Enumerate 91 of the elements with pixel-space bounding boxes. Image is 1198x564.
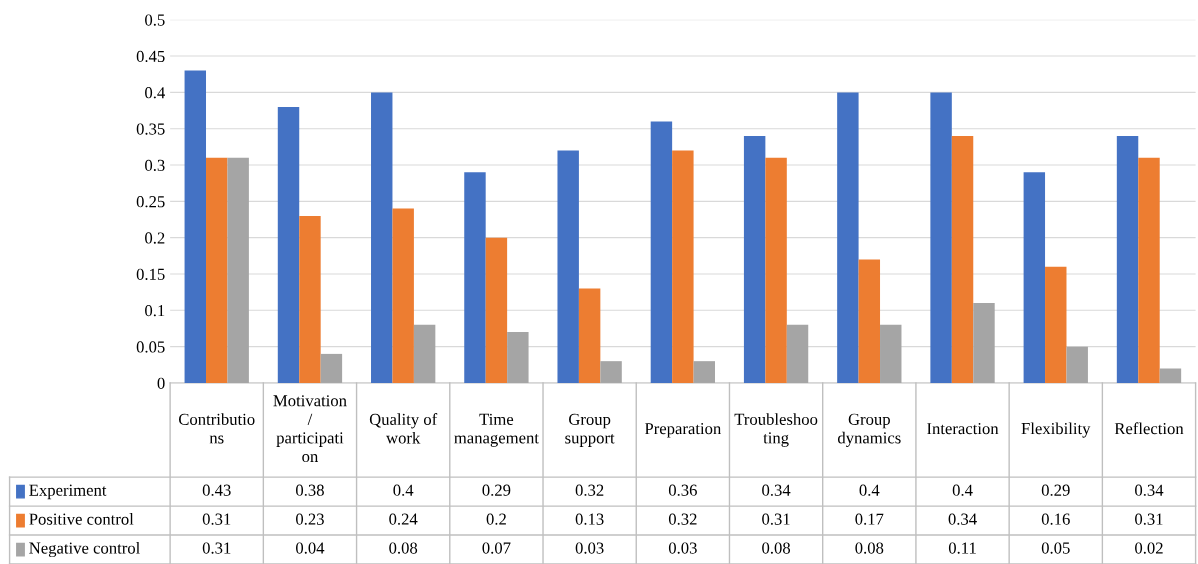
data-label: 0.04 [296,542,325,554]
data-label: 0.05 [1041,542,1070,554]
data-label: 0.32 [575,484,604,496]
y-tick-label: 0.45 [136,50,165,63]
bar [1116,135,1139,383]
data-label: 0.2 [486,513,506,525]
data-label: 0.31 [202,542,231,554]
bar [578,288,601,383]
y-tick-label: 0.2 [145,232,165,244]
bar [206,157,228,383]
x-tick-label: Group support [565,413,615,447]
x-tick-label: Reflection [1114,422,1184,435]
bar [464,172,486,383]
x-tick-label: Time management [454,413,539,447]
data-label: 0.34 [948,513,977,525]
data-label: 0.02 [1135,542,1163,554]
data-label: 0.4 [952,484,973,496]
bar [858,259,881,383]
bar [299,215,321,383]
data-label: 0.08 [762,542,791,554]
bar [786,324,809,383]
y-tick-label: 0.4 [145,87,165,99]
x-tick-label: Flexibility [1021,422,1091,438]
data-label: 0.23 [296,513,324,525]
bar [600,361,622,383]
data-label: 0.24 [389,513,418,525]
y-tick-label: 0.25 [136,196,165,208]
bar [184,70,207,383]
x-tick-label: Interaction [927,423,999,435]
data-label: 0.38 [296,484,324,496]
bar [672,150,694,383]
x-tick-label: Contributions [178,413,255,444]
data-label: 0.29 [1041,484,1070,496]
x-tick-label: Troubleshooting [734,413,818,447]
data-label: 0.17 [855,513,884,525]
bar [507,332,529,383]
data-label: 0.08 [855,542,884,554]
data-label: 0.32 [668,513,697,525]
y-tick-label: 0.1 [145,305,165,317]
data-label: 0.07 [482,542,511,554]
bar [1045,266,1067,383]
legend-label: Negative control [29,541,140,558]
data-label: 0.4 [393,484,414,496]
x-tick-label: Group dynamics [837,413,901,447]
data-label: 0.31 [1135,513,1163,525]
data-label: 0.31 [762,513,790,525]
x-tick-label: Preparation [644,423,722,438]
bar [1138,157,1160,383]
x-tick-label: Motivation / participation [273,395,347,463]
bar [693,361,716,383]
bar [650,121,673,383]
bar [930,92,952,383]
bar [320,353,343,383]
y-tick-label: 0.5 [145,14,165,26]
bar [277,106,300,383]
bar [371,92,393,383]
data-label: 0.03 [668,542,697,554]
data-label: 0.03 [575,542,604,554]
bar [743,135,766,383]
data-label: 0.36 [668,484,697,496]
x-tick-label: Quality of work [369,413,438,444]
bar [485,237,508,383]
data-label: 0.31 [202,513,231,525]
bar [951,135,974,383]
data-label: 0.43 [202,484,231,496]
bar [973,303,995,383]
y-tick-label: 0.05 [136,341,165,353]
data-label: 0.16 [1041,513,1070,525]
bar [227,157,249,383]
y-tick-label: 0.3 [145,159,165,172]
data-label: 0.34 [762,484,791,496]
bar [765,157,787,383]
bar [880,324,902,383]
bar [837,92,859,383]
legend-label: Positive control [29,513,134,525]
bar [413,324,436,383]
data-label: 0.34 [1135,484,1164,496]
bar [1159,368,1182,383]
data-label: 0.11 [948,542,976,554]
bar [1066,346,1088,383]
data-label: 0.4 [859,484,880,496]
y-tick-label: 0 [157,377,165,389]
bar [392,208,414,383]
legend-label: Experiment [29,484,107,500]
data-label: 0.08 [389,542,418,554]
data-label: 0.13 [575,513,604,525]
y-tick-label: 0.15 [136,268,165,281]
bar [1023,172,1046,383]
y-tick-label: 0.35 [136,123,165,135]
bar [557,150,579,383]
data-label: 0.29 [482,484,511,496]
